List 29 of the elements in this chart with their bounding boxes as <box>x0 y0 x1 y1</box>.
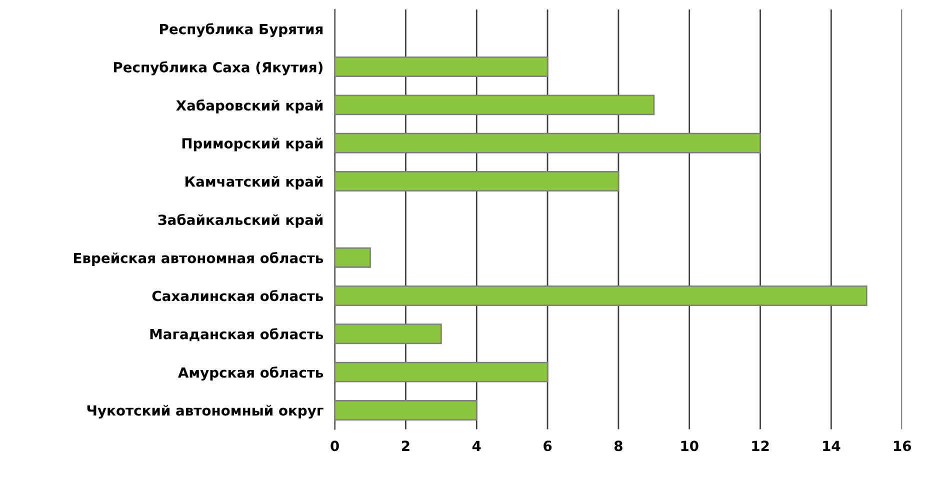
y-tick-label: Еврейская автономная область <box>74 252 324 266</box>
y-tick-label: Камчатский край <box>186 176 323 190</box>
bar <box>334 94 655 116</box>
x-tick-label: 12 <box>752 440 769 451</box>
bar <box>334 400 478 420</box>
y-tick-label: Забайкальский край <box>158 214 323 228</box>
bar <box>334 247 371 268</box>
bar <box>334 132 761 154</box>
x-tick-label: 0 <box>330 440 339 452</box>
bar <box>334 362 548 382</box>
x-tick-label: 16 <box>894 440 912 452</box>
y-tick-label: Магаданская область <box>150 328 324 342</box>
x-tick-label: 8 <box>614 440 622 452</box>
y-tick-label: Чукотский автономный округ <box>87 404 324 419</box>
y-tick-label: Приморский край <box>182 138 323 152</box>
x-tick-label: 10 <box>681 440 698 452</box>
x-tick-label: 14 <box>823 440 840 451</box>
y-tick-label: Амурская область <box>178 366 324 381</box>
y-tick-label: Хабаровский край <box>176 99 323 114</box>
y-tick-label: Сахалинская область <box>152 290 324 302</box>
bar <box>334 286 868 306</box>
y-tick-label: Республика Саха (Якутия) <box>114 61 322 76</box>
bar <box>334 56 548 78</box>
x-tick-label: 4 <box>472 440 481 451</box>
x-tick-label: 2 <box>402 440 410 451</box>
bar <box>334 171 620 192</box>
y-tick-label: Республика Бурятия <box>160 23 323 38</box>
bar <box>334 324 442 344</box>
x-tick-label: 6 <box>544 440 552 452</box>
